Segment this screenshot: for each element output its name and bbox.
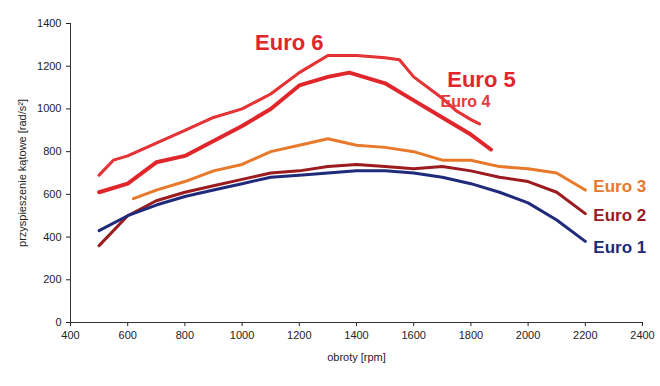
svg-text:200: 200 <box>43 273 61 285</box>
svg-text:1000: 1000 <box>230 329 254 341</box>
svg-text:0: 0 <box>55 316 61 328</box>
svg-text:600: 600 <box>119 329 137 341</box>
svg-text:1400: 1400 <box>344 329 368 341</box>
svg-text:2200: 2200 <box>573 329 597 341</box>
svg-text:800: 800 <box>176 329 194 341</box>
svg-text:600: 600 <box>43 188 61 200</box>
svg-text:Euro 6: Euro 6 <box>255 30 323 55</box>
svg-text:1800: 1800 <box>459 329 483 341</box>
svg-text:2000: 2000 <box>516 329 540 341</box>
svg-text:Euro 4: Euro 4 <box>441 93 491 110</box>
svg-text:400: 400 <box>43 231 61 243</box>
svg-text:1600: 1600 <box>401 329 425 341</box>
svg-text:przyspieszenie kątowe [rad/s²]: przyspieszenie kątowe [rad/s²] <box>16 99 28 247</box>
svg-text:800: 800 <box>43 145 61 157</box>
svg-text:obroty [rpm]: obroty [rpm] <box>327 351 386 363</box>
svg-text:Euro 5: Euro 5 <box>447 67 515 92</box>
svg-text:2400: 2400 <box>630 329 654 341</box>
svg-text:Euro 2: Euro 2 <box>593 206 646 225</box>
svg-text:400: 400 <box>61 329 79 341</box>
svg-text:Euro 3: Euro 3 <box>593 177 646 196</box>
svg-text:Euro 1: Euro 1 <box>593 238 646 257</box>
svg-text:1400: 1400 <box>37 17 61 29</box>
svg-text:1200: 1200 <box>37 60 61 72</box>
svg-text:1200: 1200 <box>287 329 311 341</box>
svg-text:1000: 1000 <box>37 102 61 114</box>
